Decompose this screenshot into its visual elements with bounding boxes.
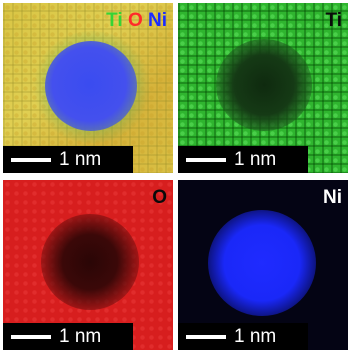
scale-bar [11, 158, 51, 162]
ti-map-panel: Ti 1 nm [178, 3, 348, 173]
scale-bar [186, 335, 226, 339]
scale-bar-box: 1 nm [178, 323, 308, 350]
ni-particle [208, 210, 316, 316]
scale-bar [11, 335, 51, 339]
ti-panel-label: Ti [325, 10, 342, 31]
scale-bar-label: 1 nm [59, 326, 102, 347]
scale-bar [186, 158, 226, 162]
legend-ti: Ti [106, 10, 123, 31]
scale-bar-box: 1 nm [3, 323, 133, 350]
o-depleted-region [41, 214, 139, 310]
scale-bar-box: 1 nm [3, 146, 133, 173]
ni-panel-label: Ni [323, 187, 342, 208]
legend-o: O [127, 10, 143, 31]
scale-bar-label: 1 nm [234, 326, 277, 347]
composite-map-panel: Ti O Ni 1 nm [3, 3, 173, 173]
ti-depleted-region [216, 39, 312, 131]
ni-particle [45, 41, 137, 131]
ni-map-panel: Ni 1 nm [178, 180, 348, 350]
scale-bar-box: 1 nm [178, 146, 308, 173]
legend-ni: Ni [148, 10, 167, 31]
scale-bar-label: 1 nm [59, 149, 102, 170]
o-map-panel: O 1 nm [3, 180, 173, 350]
o-panel-label: O [152, 187, 167, 208]
composite-legend: Ti O Ni [106, 11, 167, 31]
scale-bar-label: 1 nm [234, 149, 277, 170]
